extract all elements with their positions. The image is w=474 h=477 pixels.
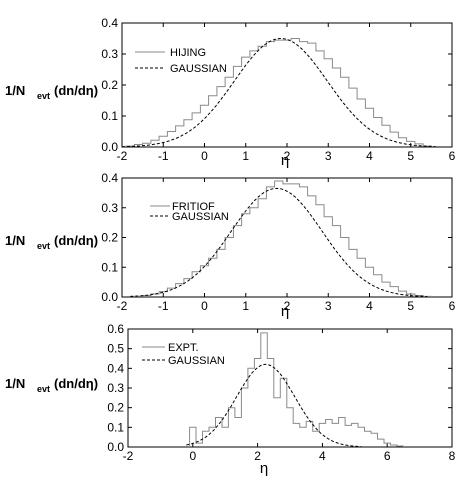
y-tick-label: 0.4	[107, 361, 124, 375]
x-tick-label: -1	[158, 149, 169, 163]
legend: HIJING GAUSSIAN	[135, 47, 227, 75]
x-tick-label: 8	[449, 449, 456, 463]
y-tick-label: 0.1	[101, 109, 118, 123]
y-tick-label: 0.4	[101, 171, 118, 185]
panel-1-ylabel: 1/N evt (dn/dη)	[5, 83, 98, 101]
y-tick-label: 0.3	[107, 381, 124, 395]
x-tick-label: 4	[366, 299, 373, 313]
series-hijing-histogram	[125, 38, 432, 147]
panel-2: 1/N evt (dn/dη) η FRITIOF GAUSSIAN -2 -1 0…	[5, 171, 456, 320]
y-tick-label: 0.2	[101, 231, 118, 245]
x-tick-label: 1	[242, 149, 249, 163]
ylabel-tail: (dn/dη)	[54, 376, 98, 391]
y-tick-label: 0.5	[107, 342, 124, 356]
x-tick-label: 5	[407, 149, 414, 163]
x-tick-label: 0	[201, 299, 208, 313]
ylabel-sub: evt	[37, 91, 50, 101]
series-gaussian-fit	[186, 363, 362, 448]
ylabel-main: 1/N	[5, 376, 25, 391]
x-tick-label: -2	[117, 299, 128, 313]
ylabel-sub: evt	[37, 241, 50, 251]
x-tick-label: 2	[284, 299, 291, 313]
x-tick-label: 2	[284, 149, 291, 163]
series-fritiof-histogram	[133, 180, 432, 297]
x-tick-label: 3	[325, 149, 332, 163]
ylabel-main: 1/N	[5, 83, 25, 98]
x-tick-label: -2	[117, 149, 128, 163]
y-tick-label: 0.0	[101, 140, 118, 154]
x-tick-label: 5	[407, 299, 414, 313]
ylabel-main: 1/N	[5, 233, 25, 248]
series-gaussian-fit	[130, 187, 428, 298]
x-tick-label: 0	[201, 149, 208, 163]
x-tick-label: 4	[319, 449, 326, 463]
y-tick-label: 0.1	[107, 420, 124, 434]
ylabel-tail: (dn/dη)	[54, 83, 98, 98]
panel-1: 1/N evt (dn/dη) η HIJING GAUSSIAN -2 -1 0 1…	[5, 16, 456, 169]
legend: EXPT. GAUSSIAN	[142, 342, 225, 367]
legend-label-gaussian: GAUSSIAN	[172, 211, 229, 223]
y-tick-label: 0.3	[101, 201, 118, 215]
panel-3: 1/N evt (dn/dη) η EXPT. GAUSSIAN -2 0 2 4 6 8…	[5, 322, 456, 477]
x-tick-label: 6	[384, 449, 391, 463]
x-axis-label: η	[260, 460, 268, 477]
y-tick-label: 0.3	[101, 47, 118, 61]
legend: FRITIOF GAUSSIAN	[150, 201, 229, 223]
x-tick-label: -1	[158, 299, 169, 313]
ylabel-tail: (dn/dη)	[54, 233, 98, 248]
x-tick-label: 4	[366, 149, 373, 163]
y-tick-label: 0.6	[107, 322, 124, 336]
legend-label-gaussian: GAUSSIAN	[168, 355, 225, 367]
x-tick-label: 1	[242, 299, 249, 313]
x-tick-label: 2	[254, 449, 261, 463]
x-tick-label: -2	[123, 449, 134, 463]
series-expt-histogram	[189, 332, 404, 447]
panel-2-ylabel: 1/N evt (dn/dη)	[5, 233, 98, 251]
legend-label-gaussian: GAUSSIAN	[170, 63, 227, 75]
y-tick-label: 0.0	[107, 440, 124, 454]
panel-3-ylabel: 1/N evt (dn/dη)	[5, 376, 98, 394]
y-tick-label: 0.0	[101, 290, 118, 304]
legend-label-expt: EXPT.	[168, 342, 199, 354]
x-axis-label: η	[281, 152, 289, 169]
y-tick-label: 0.2	[101, 78, 118, 92]
y-tick-label: 0.4	[101, 16, 118, 30]
y-tick-label: 0.1	[101, 260, 118, 274]
plot-frame	[121, 22, 453, 148]
series-gaussian-fit	[121, 37, 436, 148]
plot-frame	[121, 177, 453, 298]
y-tick-label: 0.2	[107, 401, 124, 415]
x-tick-label: 6	[449, 299, 456, 313]
x-tick-label: 3	[325, 299, 332, 313]
legend-label-hijing: HIJING	[170, 47, 206, 59]
x-tick-label: 0	[189, 449, 196, 463]
legend-label-fritiof: FRITIOF	[172, 201, 215, 213]
x-axis-label: η	[281, 303, 289, 320]
ylabel-sub: evt	[37, 384, 50, 394]
x-tick-label: 6	[449, 149, 456, 163]
